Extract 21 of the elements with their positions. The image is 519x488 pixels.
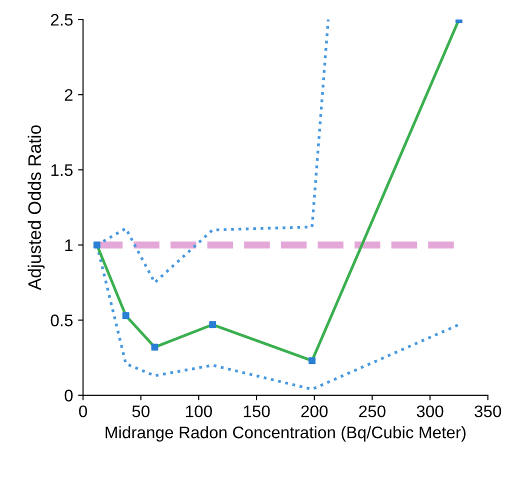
x-tick-label: 100	[186, 405, 212, 418]
point	[151, 344, 158, 351]
x-tick-label: 150	[244, 405, 270, 418]
x-tick-label: 50	[132, 405, 150, 418]
x-tick-label: 250	[359, 405, 386, 418]
y-tick-label: 1	[65, 240, 73, 252]
y-tick-label: 0	[64, 390, 73, 402]
x-tick-label: 0	[79, 405, 88, 418]
point	[308, 357, 316, 364]
y-axis-title: Adjusted Odds Ratio	[28, 125, 45, 290]
point	[122, 312, 130, 320]
point	[209, 321, 216, 328]
y-tick-label: 2.5	[50, 14, 73, 26]
y-tick-label: 0.5	[50, 314, 73, 326]
y-tick-label: 1.5	[51, 164, 73, 176]
x-tick-label: 300	[416, 405, 444, 418]
x-tick-label: 200	[301, 405, 328, 418]
point	[93, 242, 100, 248]
x-axis-title: Midrange Radon Concentration (Bq/Cubic Meter)	[106, 426, 466, 442]
x-tick-label: 350	[474, 405, 502, 418]
y-tick-label: 2	[64, 89, 72, 101]
